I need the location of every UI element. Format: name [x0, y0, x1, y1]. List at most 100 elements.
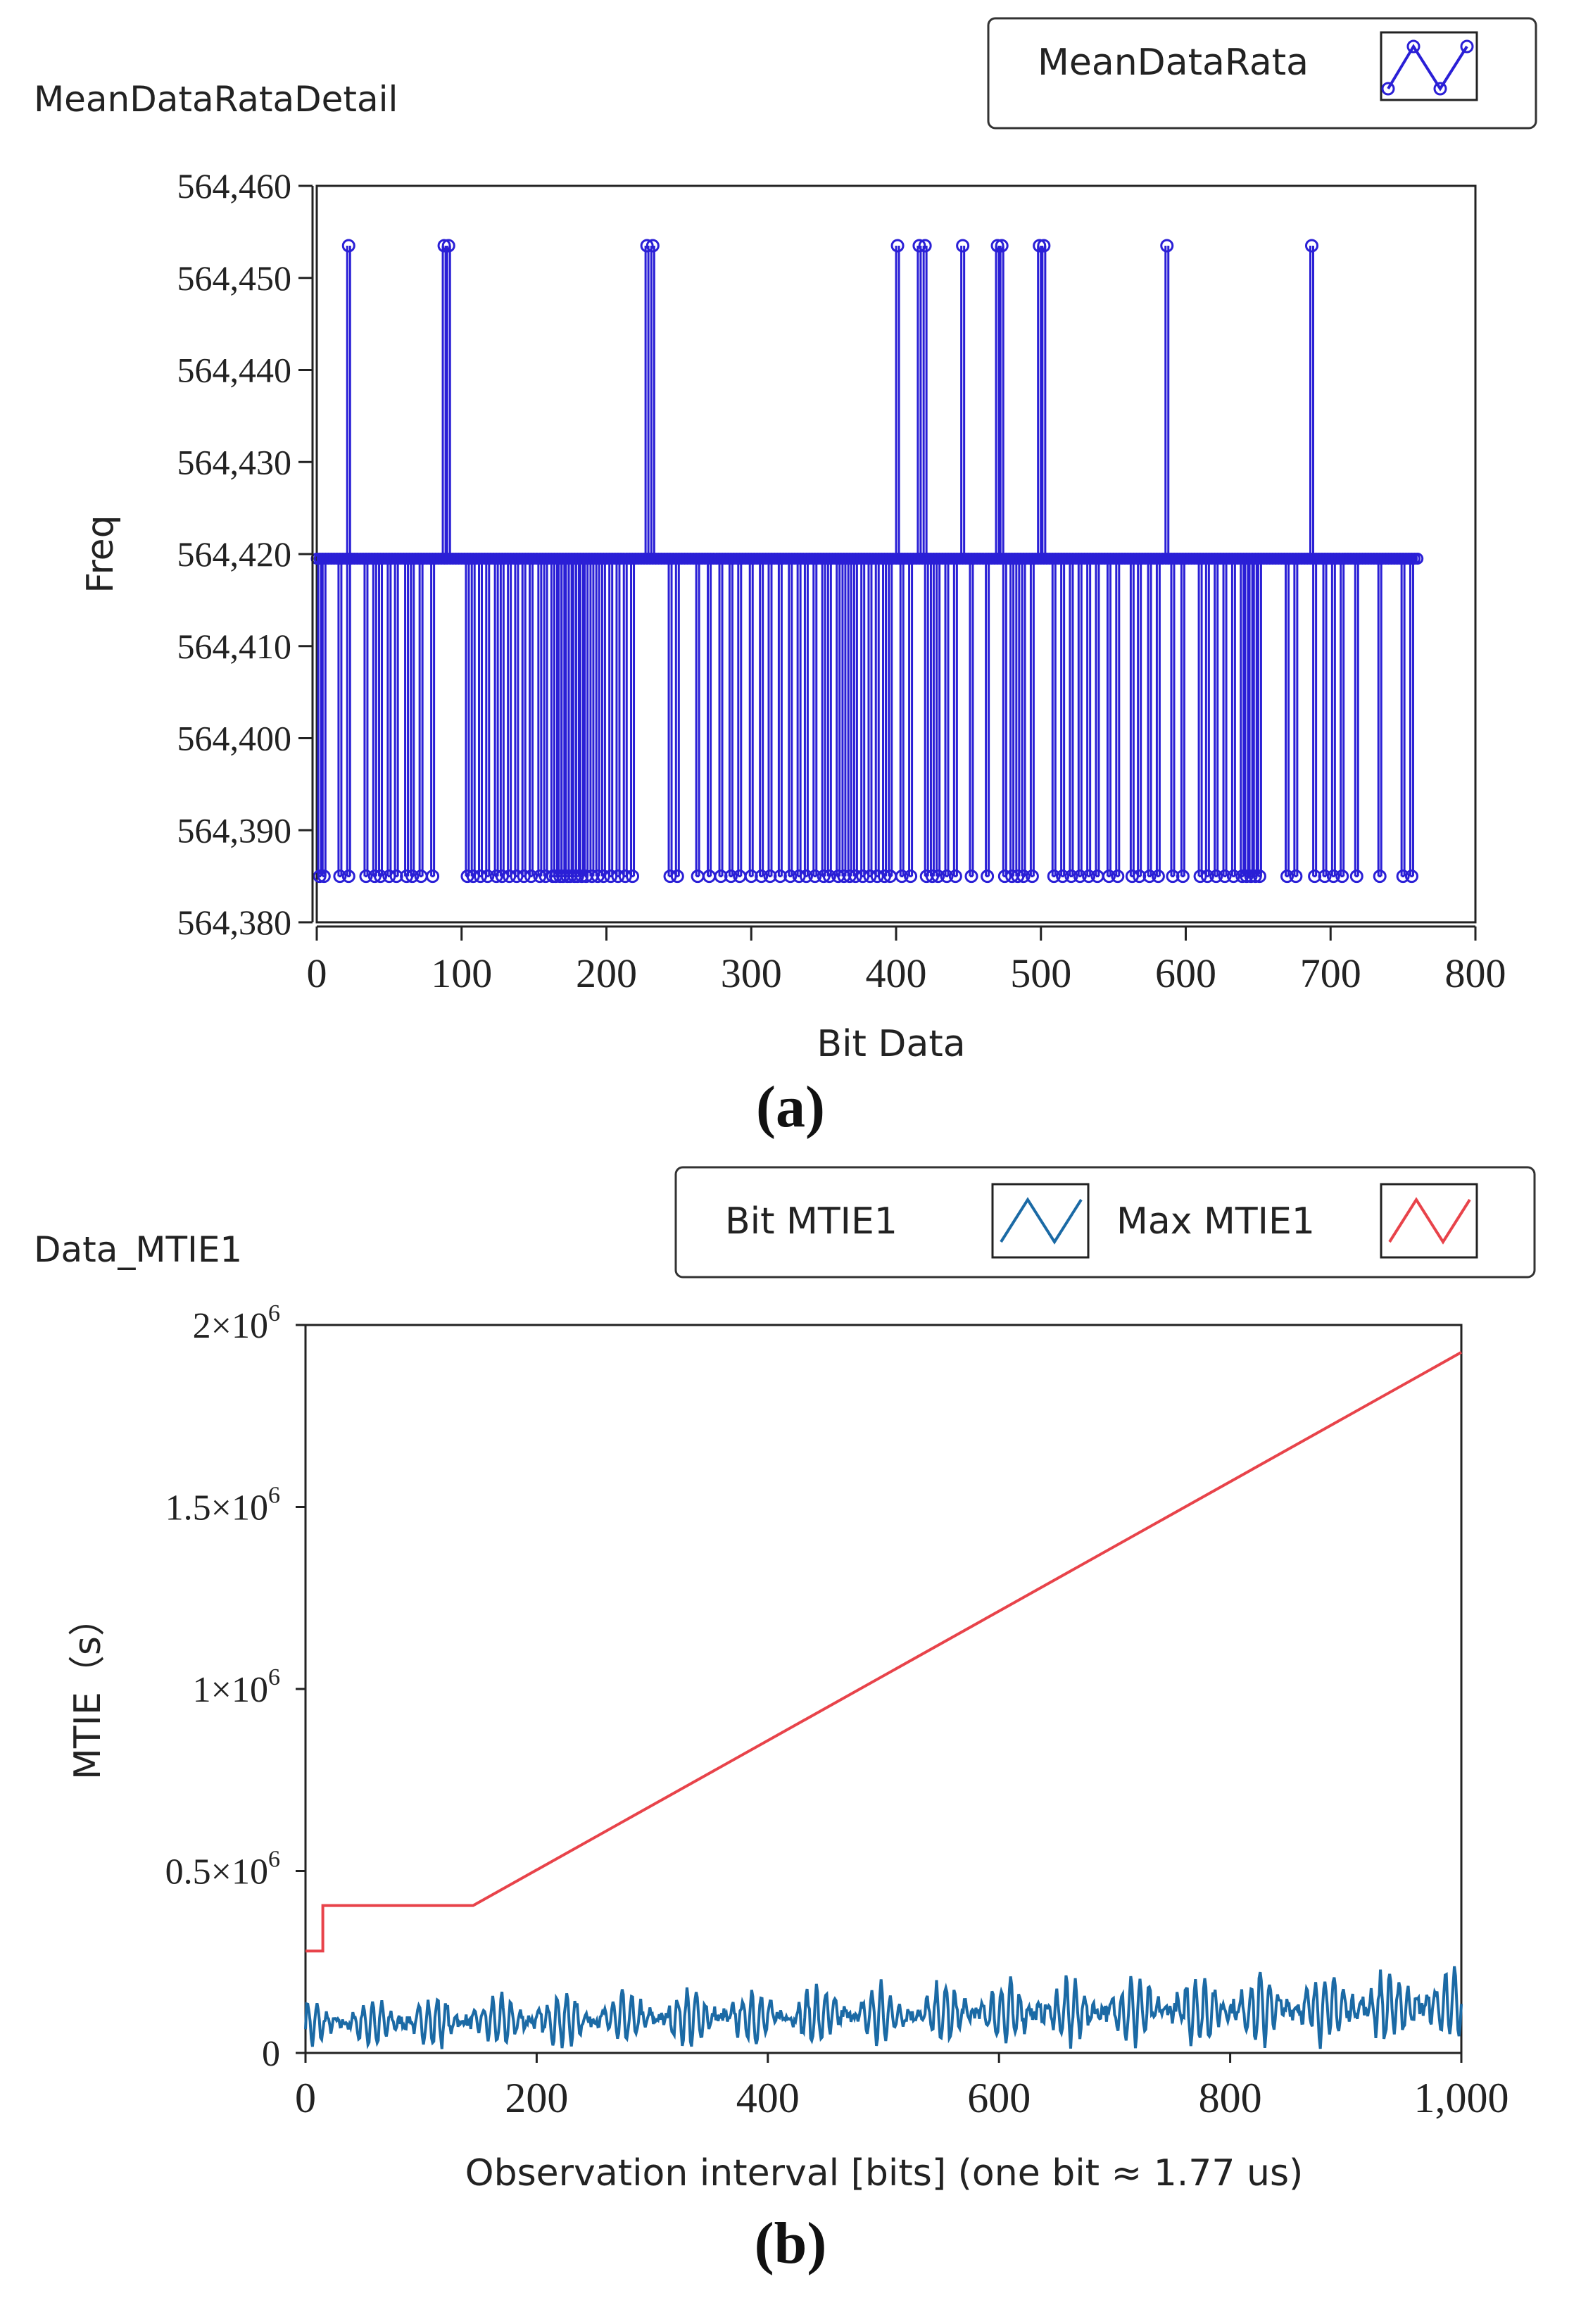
data-point	[1142, 869, 1157, 884]
data-point	[895, 869, 909, 884]
data-point	[1252, 869, 1266, 884]
data-point	[1404, 869, 1418, 884]
data-point	[755, 869, 769, 884]
x-axis-label-b: Observation interval [bits] (one bit ≈ 1…	[465, 2152, 1304, 2194]
data-point	[1308, 869, 1322, 884]
y-tick-label-b: 1.5×106	[165, 1483, 280, 1528]
data-point	[1176, 869, 1190, 884]
data-point	[640, 239, 654, 253]
data-point	[1037, 239, 1051, 253]
data-point	[389, 869, 403, 884]
legend-a-entry-label: MeanDataRata	[1038, 42, 1309, 84]
data-point	[1102, 869, 1116, 884]
data-point	[481, 869, 495, 884]
data-point	[1025, 869, 1039, 884]
y-axis-label-b: MTIE（s）	[67, 1600, 109, 1780]
data-point	[1335, 869, 1349, 884]
y-tick-label-a: 564,390	[177, 810, 292, 850]
plot-frame-b	[304, 1324, 1463, 2054]
series-group-b	[304, 1351, 1463, 2049]
y-axis-b: 0 0.5×106 1×106 1.5×106 2×106	[165, 1300, 306, 2074]
x-tick-label-b: 0	[295, 2075, 316, 2121]
data-point	[964, 869, 978, 884]
data-point	[918, 239, 932, 253]
data-point	[714, 869, 728, 884]
y-tick-label-a: 564,420	[177, 534, 292, 574]
y-tick-label-a: 564,430	[177, 442, 292, 482]
legend-b-entry-max-mtie1-label: Max MTIE1	[1116, 1200, 1315, 1243]
data-point	[1016, 869, 1031, 884]
data-point	[405, 869, 420, 884]
data-point	[783, 869, 798, 884]
data-point	[524, 869, 538, 884]
panel-caption-a: (a)	[756, 1074, 825, 1140]
data-point	[808, 869, 822, 884]
data-point	[940, 869, 954, 884]
data-point	[1209, 869, 1223, 884]
x-tick-label-b: 400	[736, 2075, 800, 2121]
legend-b: Bit MTIE1 Max MTIE1	[674, 1166, 1536, 1279]
data-point	[956, 239, 970, 253]
y-axis-a: 564,380 564,390 564,400 564,410 564,420 564,4…	[177, 166, 314, 942]
chart-title-b: Data_MTIE1	[34, 1229, 242, 1270]
data-point	[1289, 869, 1303, 884]
data-point	[1396, 869, 1410, 884]
legend-b-swatch-max-mtie1	[1380, 1183, 1478, 1259]
y-tick-label-a: 564,410	[177, 627, 292, 666]
data-point	[359, 869, 373, 884]
series-mean-data-rata	[310, 239, 1424, 884]
y-tick-label-b: 0.5×106	[165, 1847, 280, 1892]
data-point	[645, 239, 660, 253]
data-point	[744, 869, 758, 884]
y-tick-label-a: 564,400	[177, 719, 292, 758]
data-point	[948, 869, 962, 884]
data-point	[1326, 869, 1340, 884]
data-point	[1047, 869, 1061, 884]
data-point	[763, 869, 777, 884]
data-point	[1064, 869, 1078, 884]
data-point	[1133, 869, 1147, 884]
x-tick-label-b: 800	[1199, 2075, 1262, 2121]
chart-title-a: MeanDataRataDetail	[34, 79, 398, 120]
data-point	[931, 869, 945, 884]
legend-a: MeanDataRata	[987, 17, 1537, 130]
data-point	[1218, 869, 1232, 884]
data-point	[822, 869, 836, 884]
data-point	[1151, 869, 1165, 884]
x-tick-label-a: 400	[866, 950, 927, 996]
x-tick-label-a: 800	[1445, 950, 1506, 996]
y-axis-label-a: Freq	[80, 515, 122, 593]
data-point	[1160, 239, 1174, 253]
x-tick-label-a: 600	[1155, 950, 1216, 996]
data-point	[1349, 869, 1363, 884]
x-tick-label-b: 200	[505, 2075, 568, 2121]
data-point	[1056, 869, 1070, 884]
y-tick-label-a: 564,460	[177, 166, 292, 206]
x-axis-label-a: Bit Data	[817, 1023, 965, 1065]
legend-a-swatch	[1380, 31, 1478, 101]
data-point	[890, 239, 905, 253]
y-tick-label-b: 0	[262, 2034, 280, 2074]
data-point	[1280, 869, 1295, 884]
x-tick-label-a: 200	[576, 950, 637, 996]
data-point	[1305, 239, 1319, 253]
data-point	[1166, 869, 1180, 884]
data-point	[799, 869, 813, 884]
x-tick-label-a: 100	[431, 950, 492, 996]
x-tick-label-b: 1,000	[1414, 2075, 1509, 2121]
data-point	[374, 869, 388, 884]
y-tick-label-a: 564,450	[177, 258, 292, 298]
data-point	[441, 239, 455, 253]
data-point	[341, 239, 355, 253]
data-point	[724, 869, 738, 884]
x-tick-label-a: 500	[1010, 950, 1071, 996]
data-point	[341, 869, 355, 884]
data-point	[1373, 869, 1387, 884]
series-bit-mtie1	[304, 1966, 1463, 2049]
data-point	[981, 869, 995, 884]
data-point	[1073, 869, 1087, 884]
legend-b-frame	[674, 1166, 1536, 1279]
data-point	[333, 869, 347, 884]
data-point	[1082, 869, 1096, 884]
